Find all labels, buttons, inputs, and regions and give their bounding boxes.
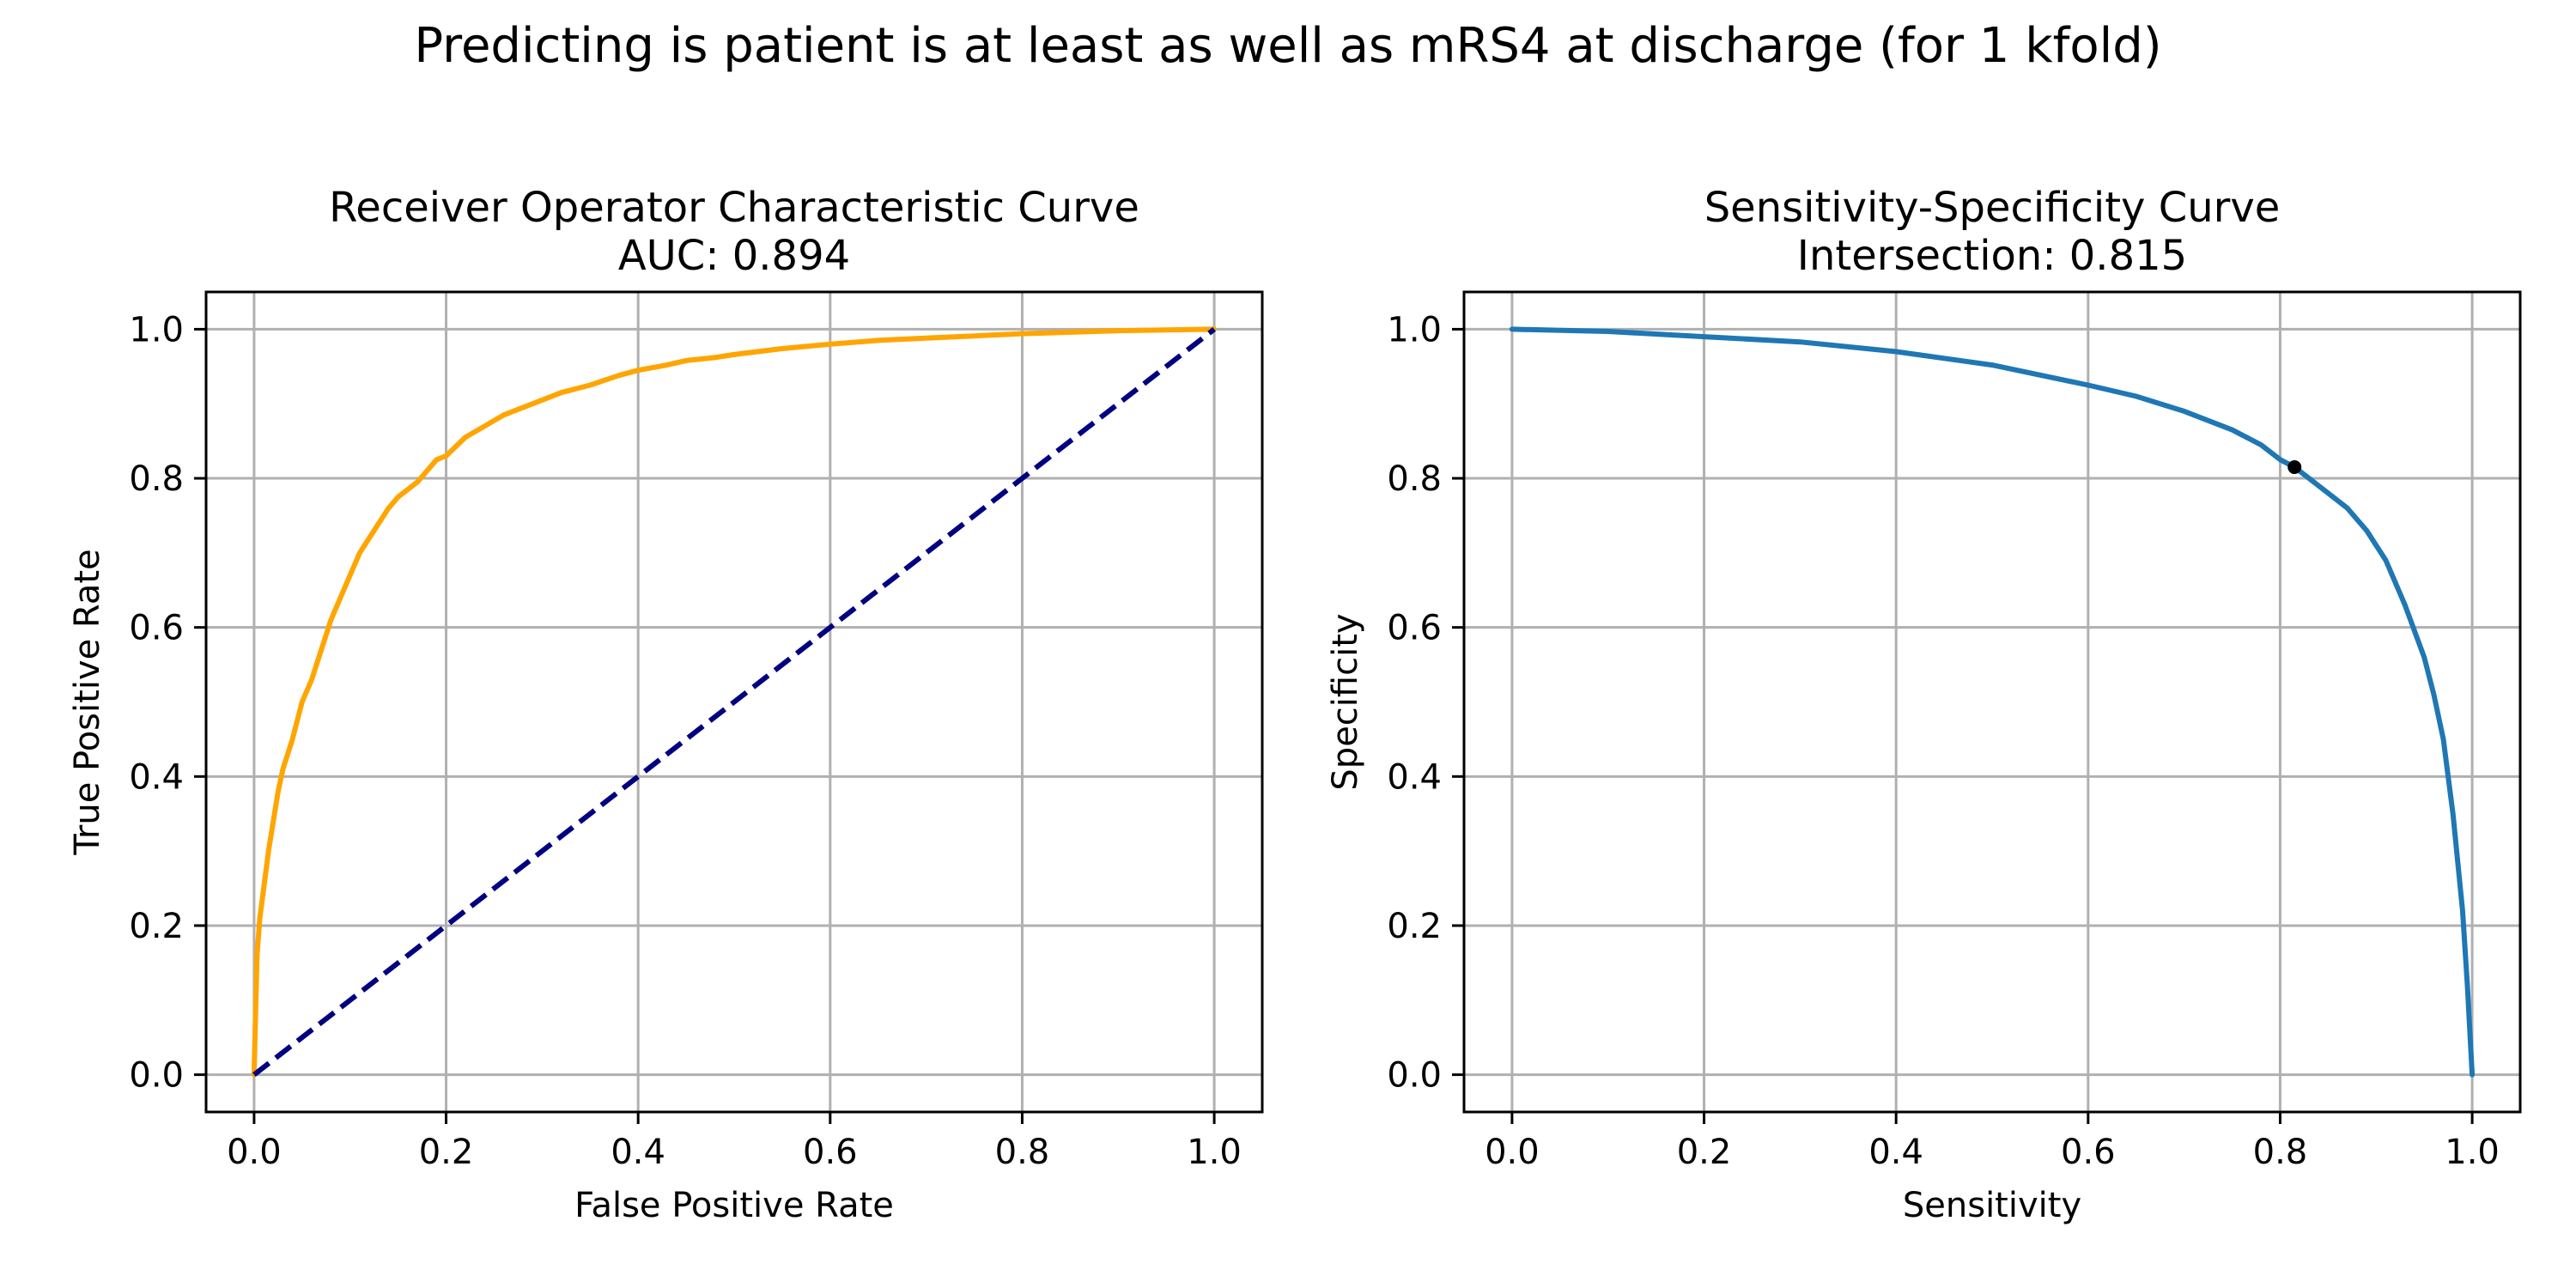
chart-1-ytick-label-1: 0.2 — [1387, 907, 1442, 946]
chart-0-ytick-label-0: 0.0 — [129, 1056, 184, 1096]
chart-0-series-0 — [251, 326, 1218, 1078]
chart-0-xtick-label-5: 1.0 — [1187, 1133, 1242, 1172]
chart-1-ytick-label-4: 0.8 — [1387, 459, 1442, 499]
chart-1-xtick-label-4: 0.8 — [2253, 1133, 2308, 1172]
chart-1-title: Sensitivity-Specificity Curve — [1704, 184, 2281, 232]
chart-0-frame — [204, 290, 1264, 1114]
chart-1-xlabel: Sensitivity — [1903, 1186, 2081, 1225]
chart-1-xtick-label-1: 0.2 — [1677, 1133, 1732, 1172]
chart-1-ytick-label-0: 0.0 — [1387, 1056, 1442, 1096]
chart-1-subtitle: Intersection: 0.815 — [1797, 232, 2187, 280]
chart-0-ylabel: True Positive Rate — [68, 549, 107, 855]
figure-title: Predicting is patient is at least as wel… — [414, 18, 2161, 74]
chart-1-marker-0 — [2287, 460, 2302, 475]
chart-0-title: Receiver Operator Characteristic Curve — [329, 184, 1139, 232]
chart-0-ytick-label-3: 0.6 — [129, 609, 184, 648]
chart-0-subtitle: AUC: 0.894 — [618, 232, 850, 280]
chart-1-ylabel: Specificity — [1326, 613, 1365, 790]
roc-chart: 0.0 0.2 0.4 0.6 0.8 1.0 0.0 0.2 0.4 0.6 0.8 1.0 Rece… — [68, 184, 1264, 1225]
chart-0-xlabel: False Positive Rate — [574, 1186, 894, 1225]
sensitivity-specificity-chart: 0.0 0.2 0.4 0.6 0.8 1.0 0.0 0.2 0.4 0.6 0.8 1.0 Sens… — [1326, 184, 2522, 1225]
chart-0-xtick-label-2: 0.4 — [611, 1133, 665, 1172]
chart-0-xtick-label-4: 0.8 — [995, 1133, 1050, 1172]
chart-0-xtick-label-3: 0.6 — [803, 1133, 858, 1172]
chart-1-frame — [1462, 290, 2522, 1114]
chart-0-series-1 — [252, 327, 1216, 1077]
chart-0-ytick-label-1: 0.2 — [129, 907, 184, 946]
chart-0-xtick-label-0: 0.0 — [227, 1133, 282, 1172]
chart-1-xtick-label-5: 1.0 — [2445, 1133, 2500, 1172]
chart-1-ytick-label-3: 0.6 — [1387, 609, 1442, 648]
chart-1-series-0 — [1509, 326, 2476, 1078]
chart-1-xtick-label-0: 0.0 — [1485, 1133, 1540, 1172]
chart-0-ytick-label-5: 1.0 — [129, 310, 184, 349]
chart-0-ytick-label-2: 0.4 — [129, 757, 184, 797]
chart-0-xtick-label-1: 0.2 — [419, 1133, 474, 1172]
chart-1-ytick-label-5: 1.0 — [1387, 310, 1442, 349]
chart-1-ytick-label-2: 0.4 — [1387, 757, 1442, 797]
chart-1-xtick-label-3: 0.6 — [2061, 1133, 2116, 1172]
chart-1-xtick-label-2: 0.4 — [1868, 1133, 1923, 1172]
chart-0-ytick-label-4: 0.8 — [129, 459, 184, 499]
